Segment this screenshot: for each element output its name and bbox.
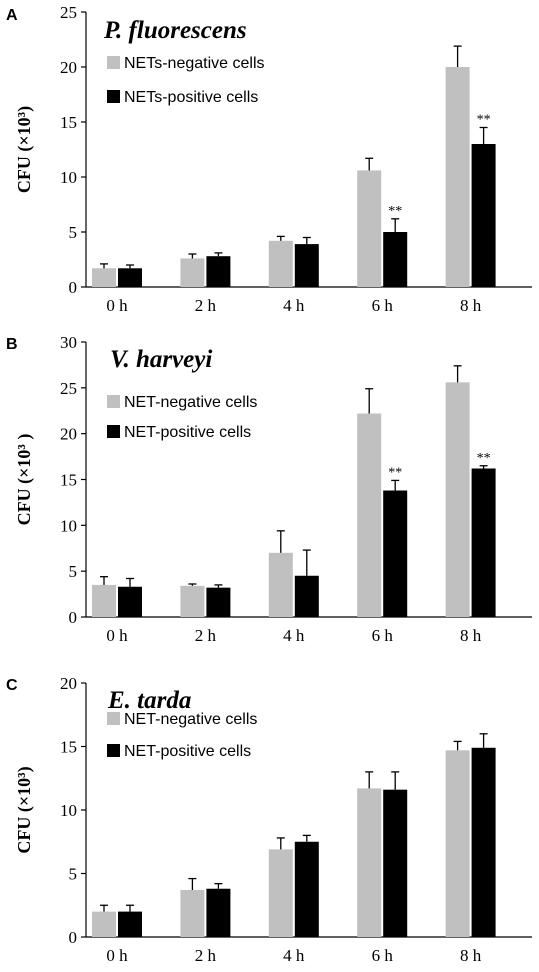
bar-negative	[92, 268, 116, 287]
bar-negative	[357, 170, 382, 287]
bar-negative	[445, 750, 470, 937]
legend-swatch-positive	[107, 744, 120, 757]
bar-positive	[118, 586, 142, 617]
bar-positive	[383, 490, 408, 617]
bar-negative	[268, 849, 293, 937]
y-axis-label: CFU (×10³ )	[14, 434, 35, 526]
significance-marker: **	[477, 113, 491, 128]
y-tick-label: 5	[69, 223, 78, 242]
y-tick-label: 20	[60, 58, 77, 77]
y-tick-label: 0	[69, 608, 78, 627]
bar-positive	[206, 587, 231, 617]
y-tick-label: 20	[60, 674, 77, 693]
x-tick-label: 6 h	[372, 626, 394, 645]
x-tick-label: 2 h	[195, 946, 217, 965]
bar-positive	[118, 268, 142, 287]
legend-label: NETs-negative cells	[124, 55, 265, 72]
legend-swatch-positive	[107, 425, 120, 438]
y-tick-label: 30	[60, 333, 77, 352]
significance-marker: **	[477, 451, 491, 466]
y-tick-label: 10	[60, 516, 77, 535]
bar-negative	[180, 890, 205, 937]
legend-swatch-negative	[107, 395, 120, 408]
bar-positive	[294, 244, 319, 287]
legend-label: NET-negative cells	[124, 394, 257, 411]
x-tick-label: 4 h	[283, 626, 305, 645]
bar-positive	[471, 747, 496, 937]
x-tick-label: 6 h	[372, 946, 394, 965]
panel-letter: A	[6, 7, 18, 24]
x-tick-label: 8 h	[460, 296, 482, 315]
bar-negative	[445, 382, 470, 617]
bar-negative	[180, 258, 205, 287]
legend-label: NET-negative cells	[124, 711, 257, 728]
legend-label: NET-positive cells	[124, 424, 251, 441]
bar-positive	[471, 468, 496, 617]
bar-negative	[357, 788, 382, 937]
y-tick-label: 5	[69, 562, 78, 581]
x-tick-label: 2 h	[195, 626, 217, 645]
bar-negative	[92, 911, 116, 937]
bar-negative	[357, 413, 382, 617]
y-axis-label: CFU (×10³)	[14, 106, 35, 193]
panel-letter: B	[6, 336, 18, 353]
bar-positive	[294, 575, 319, 617]
bar-negative	[268, 240, 293, 287]
y-tick-label: 0	[69, 278, 78, 297]
bar-positive	[471, 144, 496, 287]
x-tick-label: 0 h	[106, 626, 128, 645]
chart-panel-c: C 0 5 10 15 20 CFU (×10³) 0 h 2 h 4 h 6 h 8 h E. tar…	[6, 674, 532, 965]
y-tick-label: 5	[69, 865, 78, 884]
x-tick-label: 0 h	[106, 946, 128, 965]
bar-negative	[92, 584, 116, 617]
y-tick-label: 10	[60, 801, 77, 820]
y-tick-label: 15	[60, 471, 77, 490]
bar-positive	[118, 911, 142, 937]
chart-title: P. fluorescens	[103, 17, 247, 44]
bar-negative	[445, 67, 470, 287]
legend-label: NETs-positive cells	[124, 89, 258, 106]
y-axis-label: CFU (×10³)	[14, 766, 35, 853]
panel-letter: C	[6, 677, 18, 694]
bar-positive	[206, 888, 231, 937]
x-tick-label: 8 h	[460, 626, 482, 645]
chart-title: E. tarda	[107, 687, 191, 714]
bar-negative	[180, 585, 205, 617]
y-tick-label: 25	[60, 379, 77, 398]
legend-swatch-positive	[107, 90, 120, 103]
legend-swatch-negative	[107, 712, 120, 725]
bar-positive	[383, 789, 408, 937]
significance-marker: **	[388, 465, 402, 480]
x-tick-label: 2 h	[195, 296, 217, 315]
y-tick-label: 0	[69, 928, 78, 947]
significance-marker: **	[388, 204, 402, 219]
x-tick-label: 4 h	[283, 946, 305, 965]
x-tick-label: 0 h	[106, 296, 128, 315]
bar-positive	[206, 256, 231, 287]
y-tick-label: 20	[60, 425, 77, 444]
x-tick-label: 8 h	[460, 946, 482, 965]
bar-positive	[383, 232, 408, 287]
legend-swatch-negative	[107, 56, 120, 69]
y-tick-label: 15	[60, 113, 77, 132]
y-tick-label: 15	[60, 738, 77, 757]
bar-positive	[294, 841, 319, 937]
y-tick-label: 10	[60, 168, 77, 187]
x-tick-label: 6 h	[372, 296, 394, 315]
chart-panel-a: A 0 5 10 15 20 25 CFU (×10³) 0 h 2 h 4 h 6 h 8 h ** **…	[6, 3, 532, 315]
legend-label: NET-positive cells	[124, 743, 251, 760]
x-tick-label: 4 h	[283, 296, 305, 315]
chart-panel-b: B 0 5 10 15 20 25 30 CFU (×10³ ) 0 h 2 h 4 h 6 h 8 h *…	[6, 333, 532, 645]
chart-title: V. harveyi	[110, 346, 212, 373]
y-tick-label: 25	[60, 3, 77, 22]
bar-negative	[268, 552, 293, 617]
